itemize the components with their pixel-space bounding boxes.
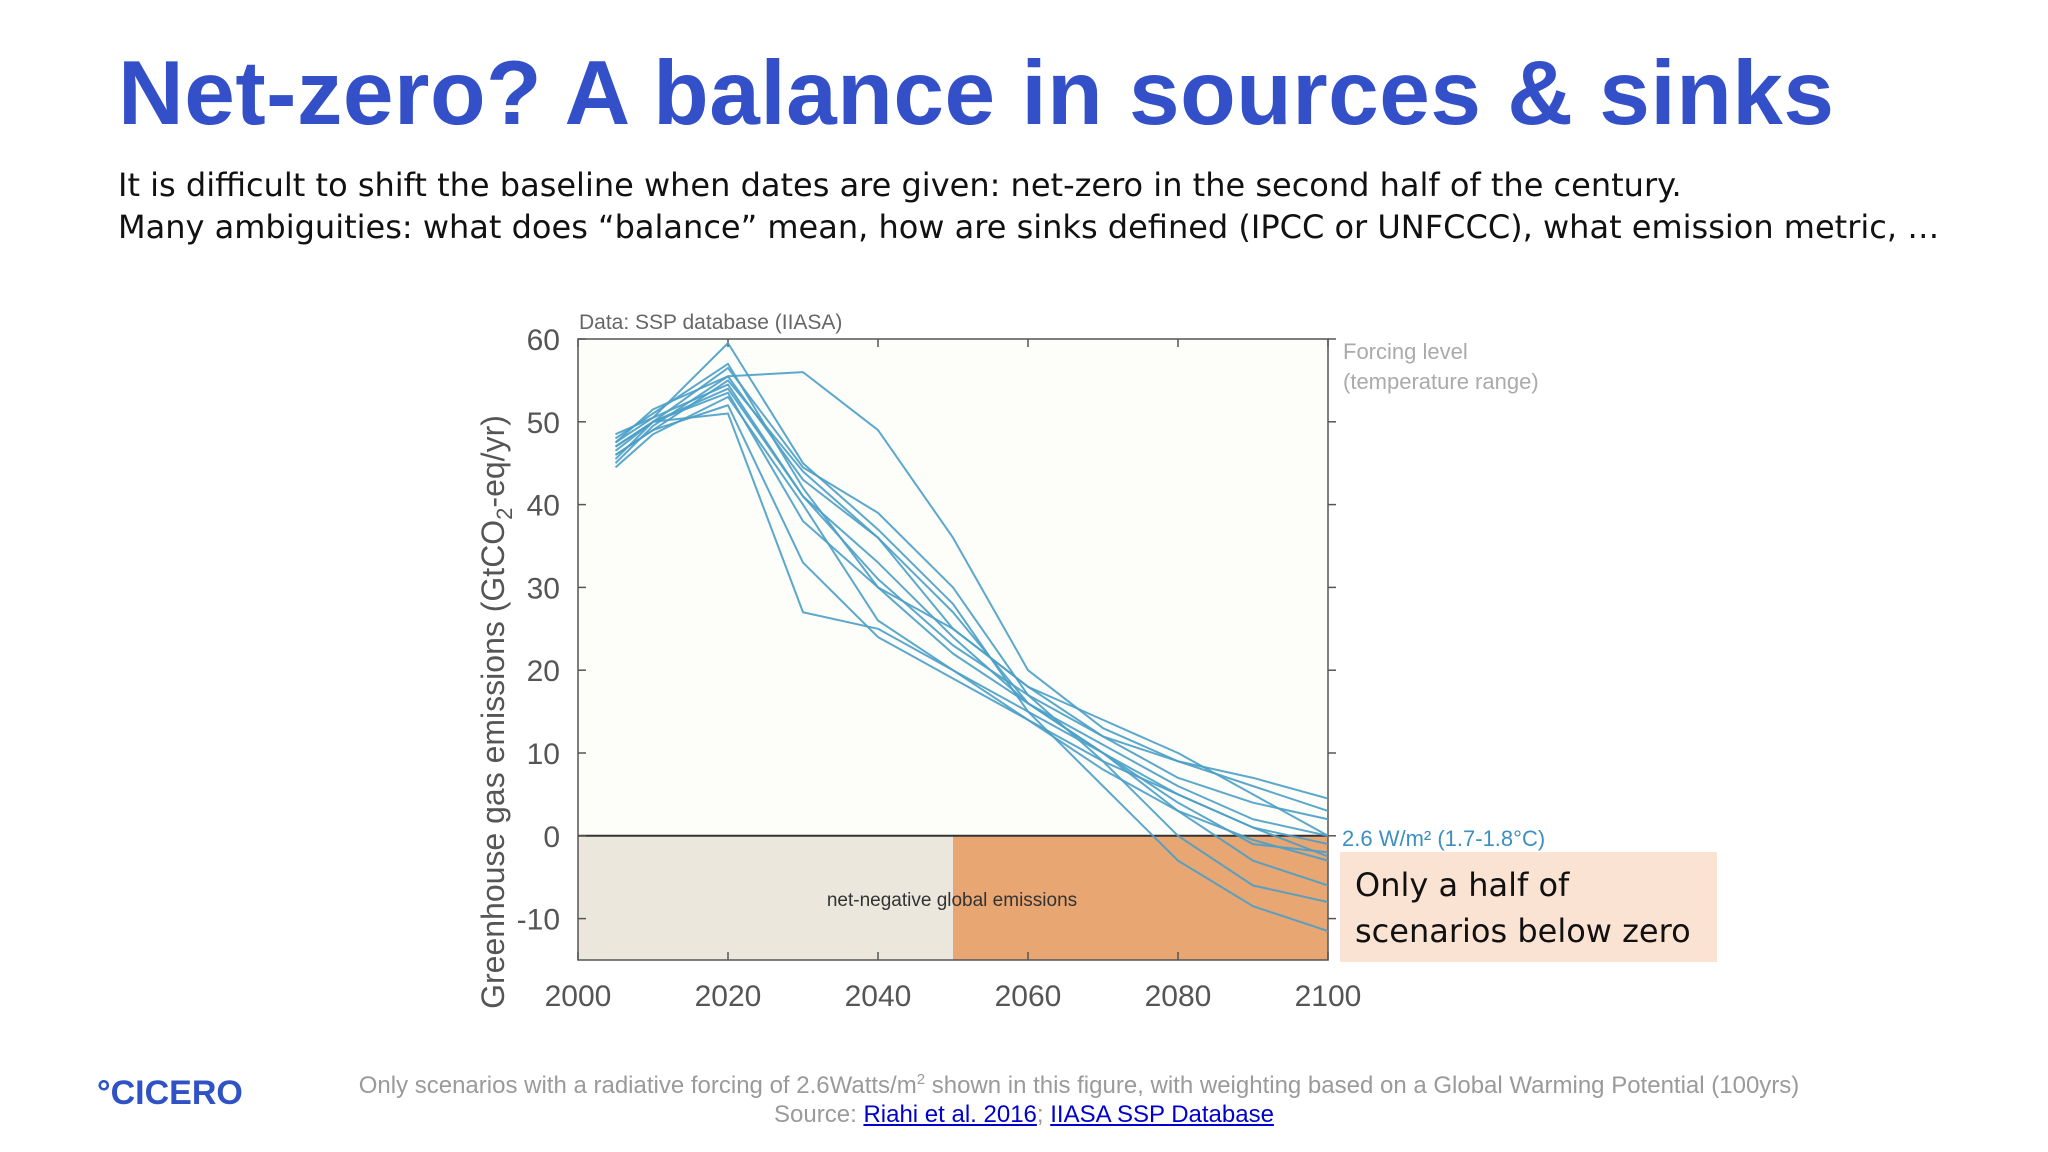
scenario-line-2 [614, 366, 1329, 904]
scenario-line-7 [614, 412, 1329, 862]
subtitle-line-1: It is difficult to shift the baseline wh… [118, 166, 1682, 204]
riahi-link[interactable]: Riahi et al. 2016 [863, 1101, 1037, 1128]
y-tick-label: 30 [527, 572, 560, 605]
plot-frame [577, 338, 1329, 961]
net-negative-label: net-negative global emissions [827, 890, 1077, 911]
y-tick-label: 50 [527, 407, 560, 440]
x-tick-label: 2000 [545, 980, 612, 1013]
highlight-region [953, 835, 1328, 960]
y-tick-label: 60 [527, 324, 560, 357]
cicero-logo: °CICERO [97, 1074, 243, 1112]
y-tick-label: 0 [543, 821, 560, 854]
legend-title-line2: (temperature range) [1343, 369, 1539, 394]
subtitle-line-2: Many ambiguities: what does “balance” me… [118, 208, 1940, 246]
scenario-line-3 [614, 375, 1329, 887]
scenario-line-9 [614, 371, 1329, 812]
scenario-line-11 [614, 391, 1329, 837]
callout-box: Only a half of scenarios below zero [1340, 852, 1717, 962]
footnote-source-label: Source: [774, 1101, 864, 1128]
y-tick-label: 10 [527, 738, 560, 771]
footnote-text-pre: Only scenarios with a radiative forcing … [358, 1072, 917, 1099]
legend-title-line1: Forcing level [1343, 339, 1468, 364]
callout-line-1: Only a half of [1355, 866, 1570, 904]
y-axis-label-sub: 2 [492, 508, 517, 520]
x-tick-label: 2040 [845, 980, 912, 1013]
footnote-text-post: shown in this figure, with weighting bas… [925, 1072, 1800, 1099]
iiasa-link[interactable]: IIASA SSP Database [1050, 1101, 1274, 1128]
y-axis-label: Greenhouse gas emissions (GtCO2-eq/yr) [475, 415, 517, 1009]
footnote-line-2: Source: Riahi et al. 2016; IIASA SSP Dat… [0, 1101, 2048, 1129]
y-tick-label: 20 [527, 655, 560, 688]
series-label: 2.6 W/m² (1.7-1.8°C) [1342, 826, 1545, 851]
footnote-separator: ; [1036, 1101, 1051, 1128]
data-source-label: Data: SSP database (IIASA) [579, 311, 842, 334]
callout-line-2: scenarios below zero [1355, 912, 1691, 950]
scenario-line-12 [615, 383, 1329, 858]
x-tick-label: 2020 [695, 980, 762, 1013]
y-axis-label-pre: Greenhouse gas emissions (GtCO [475, 520, 511, 1009]
y-tick-label: 40 [527, 490, 560, 523]
scenario-line-4 [614, 362, 1329, 837]
slide-title: Net-zero? A balance in sources & sinks [118, 43, 1835, 144]
y-tick-label: -10 [517, 904, 560, 937]
scenario-line-1 [614, 342, 1329, 932]
scenario-line-8 [614, 387, 1329, 821]
footnote-superscript: 2 [916, 1071, 926, 1088]
y-axis-label-post: -eq/yr) [475, 415, 511, 507]
footnote-line-1: Only scenarios with a radiative forcing … [0, 1071, 2048, 1100]
x-tick-label: 2080 [1145, 980, 1212, 1013]
x-tick-label: 2100 [1295, 980, 1362, 1013]
x-tick-label: 2060 [995, 980, 1062, 1013]
